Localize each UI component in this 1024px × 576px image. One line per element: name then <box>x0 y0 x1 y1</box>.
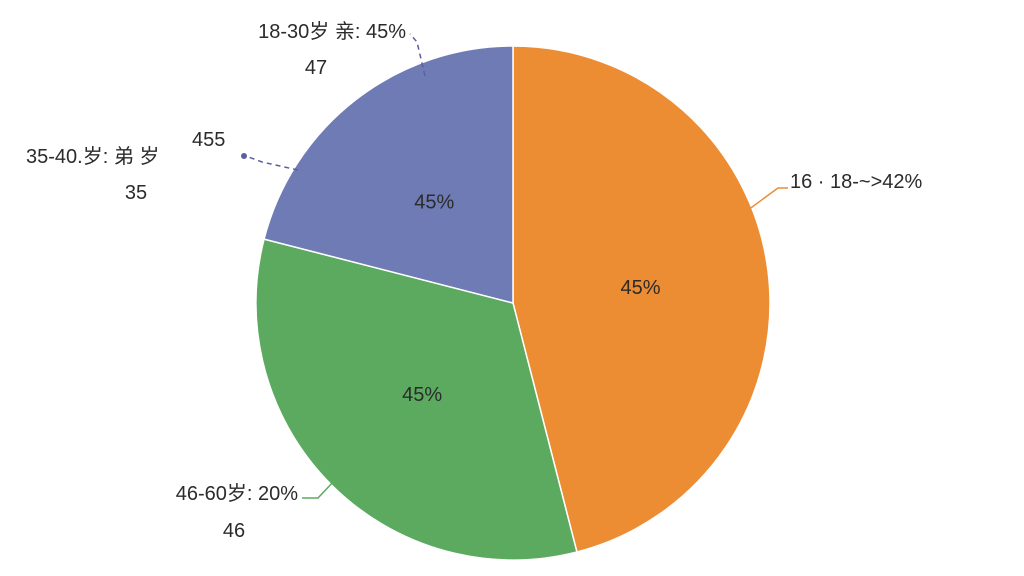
callout-label-1-1: 46 <box>223 520 245 542</box>
callout-leader-2 <box>409 33 426 77</box>
extra-callout-label-0-1: 35 <box>125 182 147 204</box>
callout-label-0-0: 16 · 18-~>42% <box>790 171 923 193</box>
extra-callout-label-0-0: 35-40.岁: 弟 岁 <box>26 145 159 168</box>
slice-value-label-1: 45% <box>402 384 442 406</box>
slice-value-label-0: 45% <box>620 277 660 299</box>
callout-leader-1 <box>302 479 336 499</box>
extra-callout-leader-0 <box>245 155 299 171</box>
callout-label-2-1: 47 <box>305 57 327 79</box>
extra-callout-dot-0 <box>241 153 247 159</box>
extra-callout-small-0: 455 <box>192 129 225 151</box>
callout-label-1-0: 46-60岁: 20% <box>176 482 299 505</box>
pie-slice-2 <box>263 45 514 304</box>
pie-slice-0 <box>512 45 771 553</box>
callout-label-2-0: 18-30岁 亲: 45% <box>258 20 406 43</box>
callout-leader-0 <box>747 187 788 211</box>
slice-value-label-2: 45% <box>414 191 454 213</box>
